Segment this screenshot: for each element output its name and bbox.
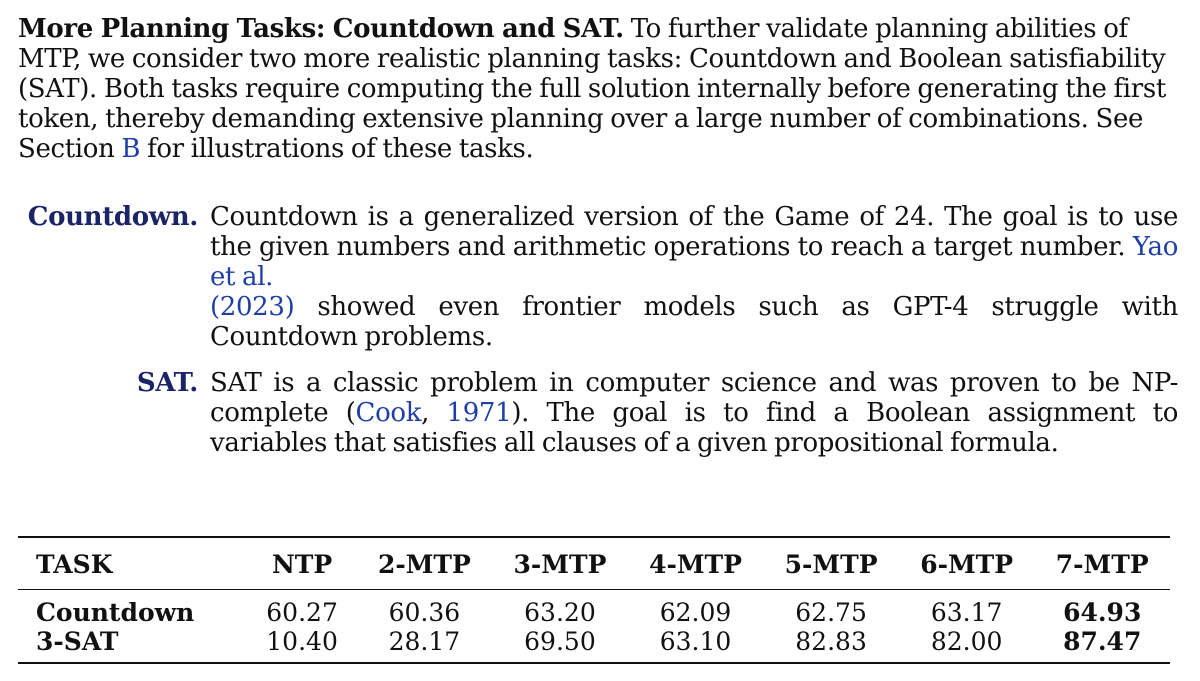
definition-term: SAT. — [136, 368, 199, 398]
table-row: Countdown 60.27 60.36 63.20 62.09 62.75 … — [18, 590, 1170, 628]
column-header: 5-MTP — [784, 550, 878, 579]
task-name-cell: Countdown — [36, 598, 195, 627]
table-cell: 63.17 — [930, 598, 1003, 627]
column-header: NTP — [271, 550, 333, 579]
definition-text-end: showed even frontier models such as GPT-… — [210, 292, 1178, 352]
definition-countdown: Countdown. Countdown is a generalized ve… — [18, 202, 1179, 352]
table-cell: 28.17 — [388, 627, 461, 656]
citation-separator: , — [421, 398, 447, 428]
results-table: TASK NTP 2-MTP 3-MTP 4-MTP 5-MTP 6-MTP 7… — [18, 536, 1170, 664]
citation-year-cook[interactable]: 1971 — [446, 398, 512, 428]
paragraph-heading: More Planning Tasks: Countdown and SAT. — [18, 14, 624, 44]
table-cell: 63.10 — [659, 627, 732, 656]
table-cell: 63.20 — [524, 598, 596, 627]
column-header: 2-MTP — [377, 550, 471, 579]
column-header: 6-MTP — [920, 550, 1014, 579]
column-header: 4-MTP — [649, 550, 742, 579]
paper-page: More Planning Tasks: Countdown and SAT. … — [18, 14, 1178, 458]
citation-link-yao[interactable]: Yao et al. — [210, 232, 1178, 292]
table-cell: 60.36 — [388, 598, 461, 627]
table-cell: 69.50 — [524, 627, 596, 656]
citation-year-yao[interactable]: 2023 — [219, 292, 285, 322]
column-header: 7-MTP — [1055, 550, 1149, 579]
table-row: 3-SAT 10.40 28.17 69.50 63.10 82.83 82.0… — [18, 627, 1170, 663]
definition-body: Countdown is a generalized version of th… — [198, 202, 1178, 352]
definition-text: Countdown is a generalized version of th… — [210, 202, 1178, 262]
table-cell: 62.09 — [659, 598, 732, 627]
table-cell-best: 64.93 — [1063, 598, 1142, 627]
table-cell-best: 87.47 — [1063, 627, 1142, 656]
column-header: 3-MTP — [513, 550, 607, 579]
table-header-row: TASK NTP 2-MTP 3-MTP 4-MTP 5-MTP 6-MTP 7… — [18, 537, 1170, 590]
table-cell: 82.83 — [795, 627, 867, 656]
intro-text: To further validate planning abilities o… — [18, 14, 1166, 164]
definition-text-end: ). The goal is to find a Boolean assignm… — [210, 398, 1178, 458]
definition-sat: SAT. SAT is a classic problem in compute… — [18, 368, 1179, 458]
task-name-cell: 3-SAT — [36, 627, 119, 656]
citation-paren-close: ) — [284, 292, 295, 322]
table-cell: 62.75 — [795, 598, 867, 627]
citation-paren-open: ( — [210, 292, 220, 322]
definition-term: Countdown. — [27, 202, 199, 232]
table-cell: 60.27 — [266, 598, 338, 627]
intro-text-end: for illustrations of these tasks. — [140, 134, 534, 164]
definition-list: Countdown. Countdown is a generalized ve… — [18, 202, 1179, 458]
table-cell: 82.00 — [930, 627, 1003, 656]
section-link[interactable]: B — [121, 134, 141, 164]
citation-link-cook[interactable]: Cook — [355, 398, 422, 428]
intro-paragraph: More Planning Tasks: Countdown and SAT. … — [18, 14, 1178, 164]
table-cell: 10.40 — [266, 627, 338, 656]
column-header: TASK — [36, 550, 113, 579]
definition-text: SAT is a classic problem in computer sci… — [210, 368, 1178, 428]
definition-body: SAT is a classic problem in computer sci… — [198, 368, 1178, 458]
